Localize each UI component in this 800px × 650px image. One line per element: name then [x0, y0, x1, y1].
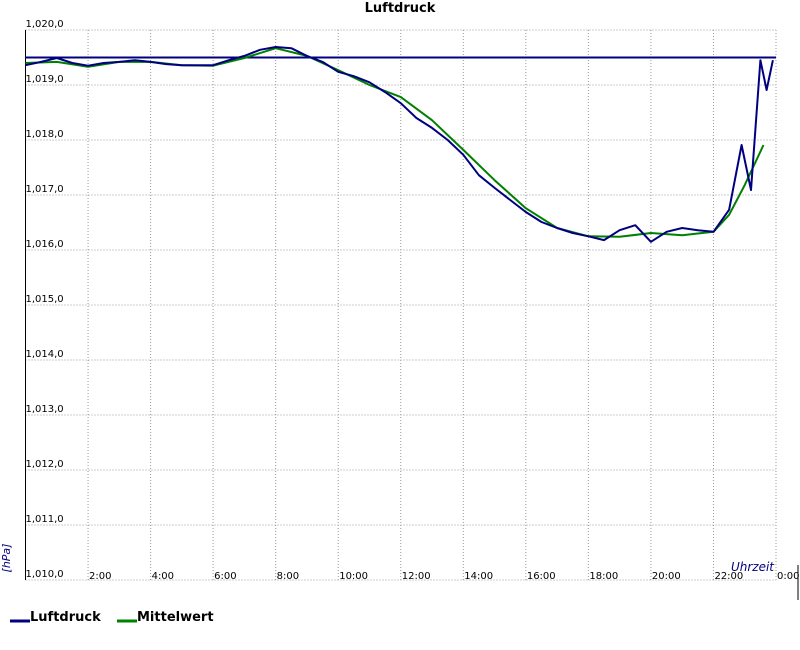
x-tick-label: 6:00 [214, 571, 236, 582]
y-tick-label: 1,016,0 [26, 239, 64, 250]
x-tick-label: 10:00 [339, 571, 368, 582]
x-tick-label: 22:00 [714, 571, 743, 582]
x-tick-label: 0:00 [777, 571, 799, 582]
y-tick-label: 1,020,0 [26, 19, 64, 30]
y-tick-label: 1,018,0 [26, 129, 64, 140]
y-tick-label: 1,012,0 [26, 459, 64, 470]
y-tick-label: 1,010,0 [26, 569, 64, 580]
x-tick-label: 16:00 [527, 571, 556, 582]
y-tick-label: 1,011,0 [26, 514, 64, 525]
x-tick-label: 20:00 [652, 571, 681, 582]
data-line [25, 47, 765, 238]
y-tick-label: 1,013,0 [26, 404, 64, 415]
chart-title: Luftdruck [365, 1, 436, 16]
x-tick-label: 14:00 [464, 571, 493, 582]
x-tick-label: 18:00 [589, 571, 618, 582]
x-axis-label: Uhrzeit [731, 560, 775, 574]
y-tick-label: 1,017,0 [26, 184, 64, 195]
y-tick-label: 1,014,0 [26, 349, 64, 360]
data-line [25, 46, 774, 243]
y-axis-label: [hPa] [0, 544, 13, 573]
y-tick-label: 1,015,0 [26, 294, 64, 305]
x-tick-label: 2:00 [89, 571, 111, 582]
x-tick-label: 12:00 [402, 571, 431, 582]
x-tick-label: 8:00 [277, 571, 299, 582]
legend-label: Luftdruck [30, 610, 101, 625]
legend-label: Mittelwert [137, 610, 214, 625]
y-tick-label: 1,019,0 [26, 74, 64, 85]
x-tick-label: 4:00 [152, 571, 174, 582]
